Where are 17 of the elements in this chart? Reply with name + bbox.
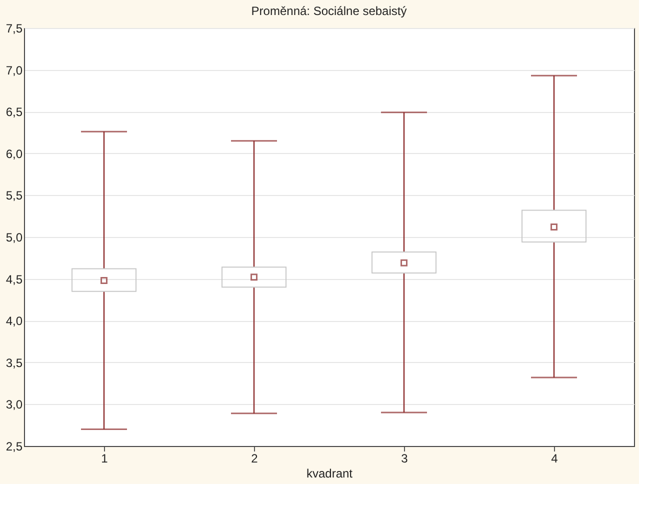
chart-title: Proměnná: Sociálne sebaistý xyxy=(251,4,407,18)
y-tick-label: 4,5 xyxy=(6,272,23,286)
y-tick-label: 5,0 xyxy=(6,230,23,244)
y-tick-label: 7,0 xyxy=(6,63,23,78)
x-axis-title: kvadrant xyxy=(306,466,354,480)
y-tick-label: 4,0 xyxy=(6,314,23,328)
y-tick-label: 3,0 xyxy=(6,398,23,412)
y-tick-label: 3,5 xyxy=(6,356,23,370)
y-tick-label: 5,5 xyxy=(6,188,23,203)
y-tick-label: 2,5 xyxy=(6,440,23,454)
x-tick-label: 3 xyxy=(401,452,408,466)
y-tick-label: 6,5 xyxy=(6,105,23,120)
y-tick-label: 7,5 xyxy=(6,22,23,36)
x-tick-label: 2 xyxy=(251,452,258,466)
x-tick-label: 1 xyxy=(101,452,108,466)
x-tick-label: 4 xyxy=(551,452,558,466)
y-tick-label: 6,0 xyxy=(6,146,23,161)
